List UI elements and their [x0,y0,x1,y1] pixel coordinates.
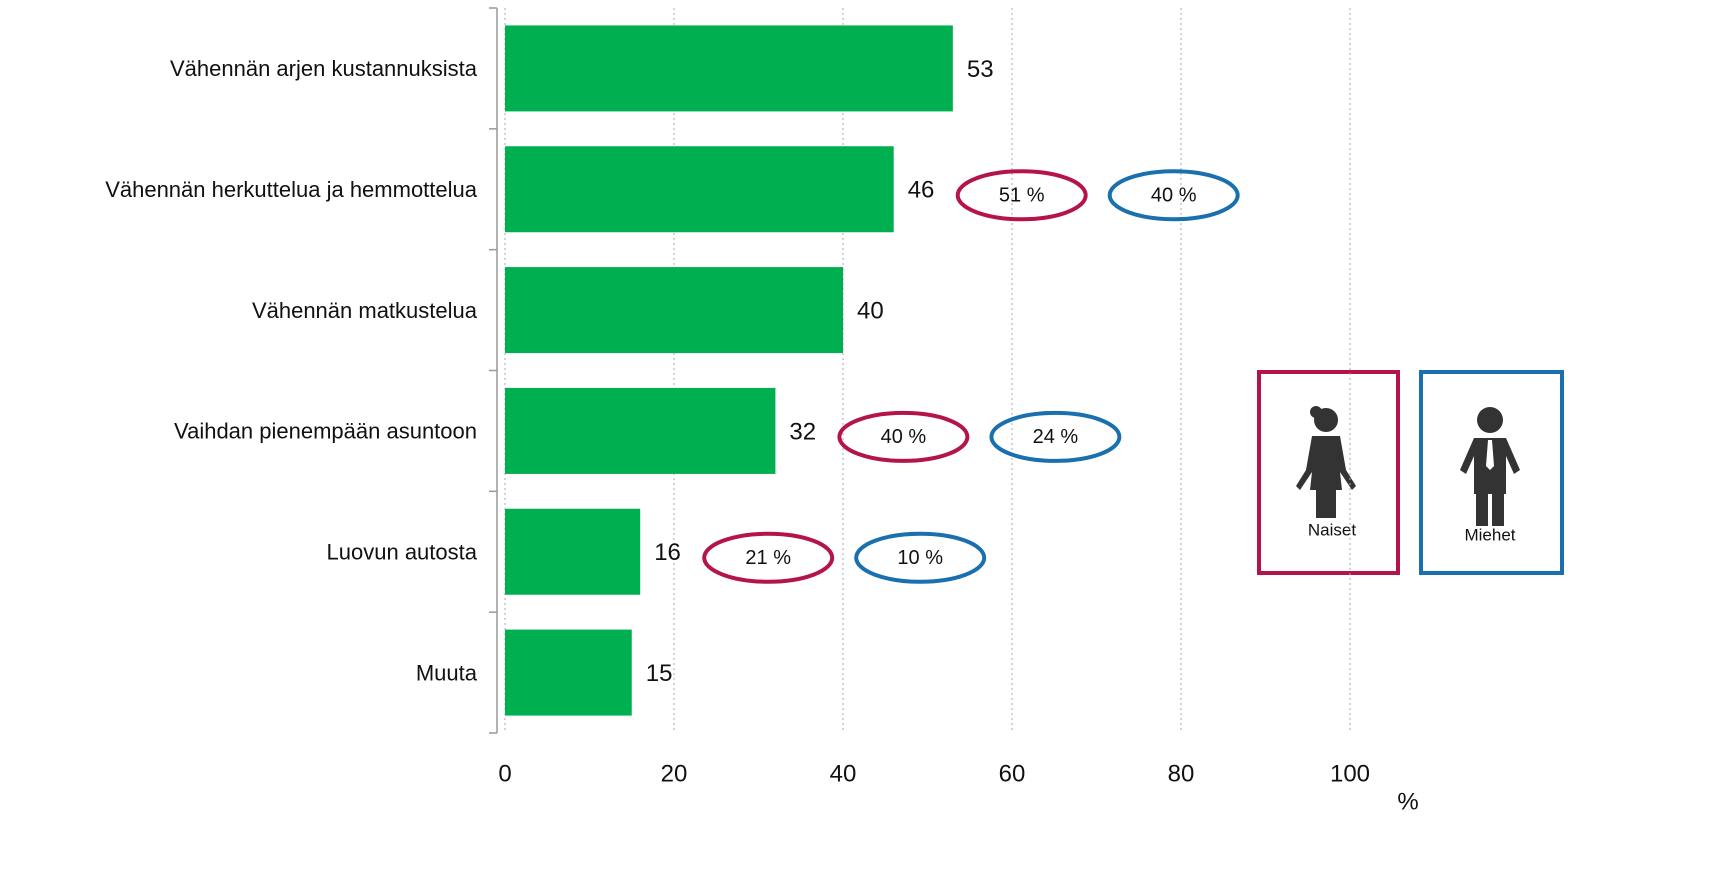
data-label: 15 [646,660,673,687]
legend-label: Miehet [1464,525,1515,544]
bar [505,267,843,354]
legend-label: Naiset [1308,520,1356,539]
y-tick-label: Muuta [416,660,478,685]
man-icon [1460,407,1520,526]
y-tick-label: Vähennän matkustelua [252,298,478,323]
x-tick-label: 100 [1330,760,1370,787]
gender-label: 51 % [999,185,1045,207]
bar [505,387,776,474]
gender-ellipse [837,410,970,463]
gender-label: 40 % [881,426,927,448]
bar [505,146,894,233]
x-tick-label: 0 [498,760,511,787]
y-tick-label: Vaihdan pienempään asuntoon [174,419,477,444]
gender-ellipse [854,531,987,584]
gender-label: 24 % [1033,426,1079,448]
data-label: 46 [908,177,935,204]
legend-box [1419,370,1564,575]
bar [505,508,641,595]
legend-box [1257,370,1400,575]
y-tick-label: Vähennän arjen kustannuksista [170,56,478,81]
data-label: 32 [789,418,816,445]
x-tick-label: 40 [830,760,857,787]
gender-ellipse [989,410,1122,463]
x-axis-label: % [1397,788,1418,815]
gender-label: 40 % [1151,185,1197,207]
gender-label: 10 % [897,547,943,569]
y-tick-label: Luovun autosta [327,540,478,565]
data-label: 53 [967,56,994,83]
x-tick-label: 20 [661,760,688,787]
bar [505,629,632,716]
gender-label: 21 % [745,547,791,569]
x-tick-label: 80 [1168,760,1195,787]
woman-icon [1296,406,1356,518]
gender-ellipse [955,169,1088,222]
y-tick-label: Vähennän herkuttelua ja hemmottelua [105,177,478,202]
bar [505,25,953,112]
x-tick-label: 60 [999,760,1026,787]
legend: Naiset Miehet [1257,370,1564,575]
gender-ellipse [1107,169,1240,222]
data-label: 16 [654,539,681,566]
gender-ellipse [702,531,835,584]
data-label: 40 [857,297,884,324]
